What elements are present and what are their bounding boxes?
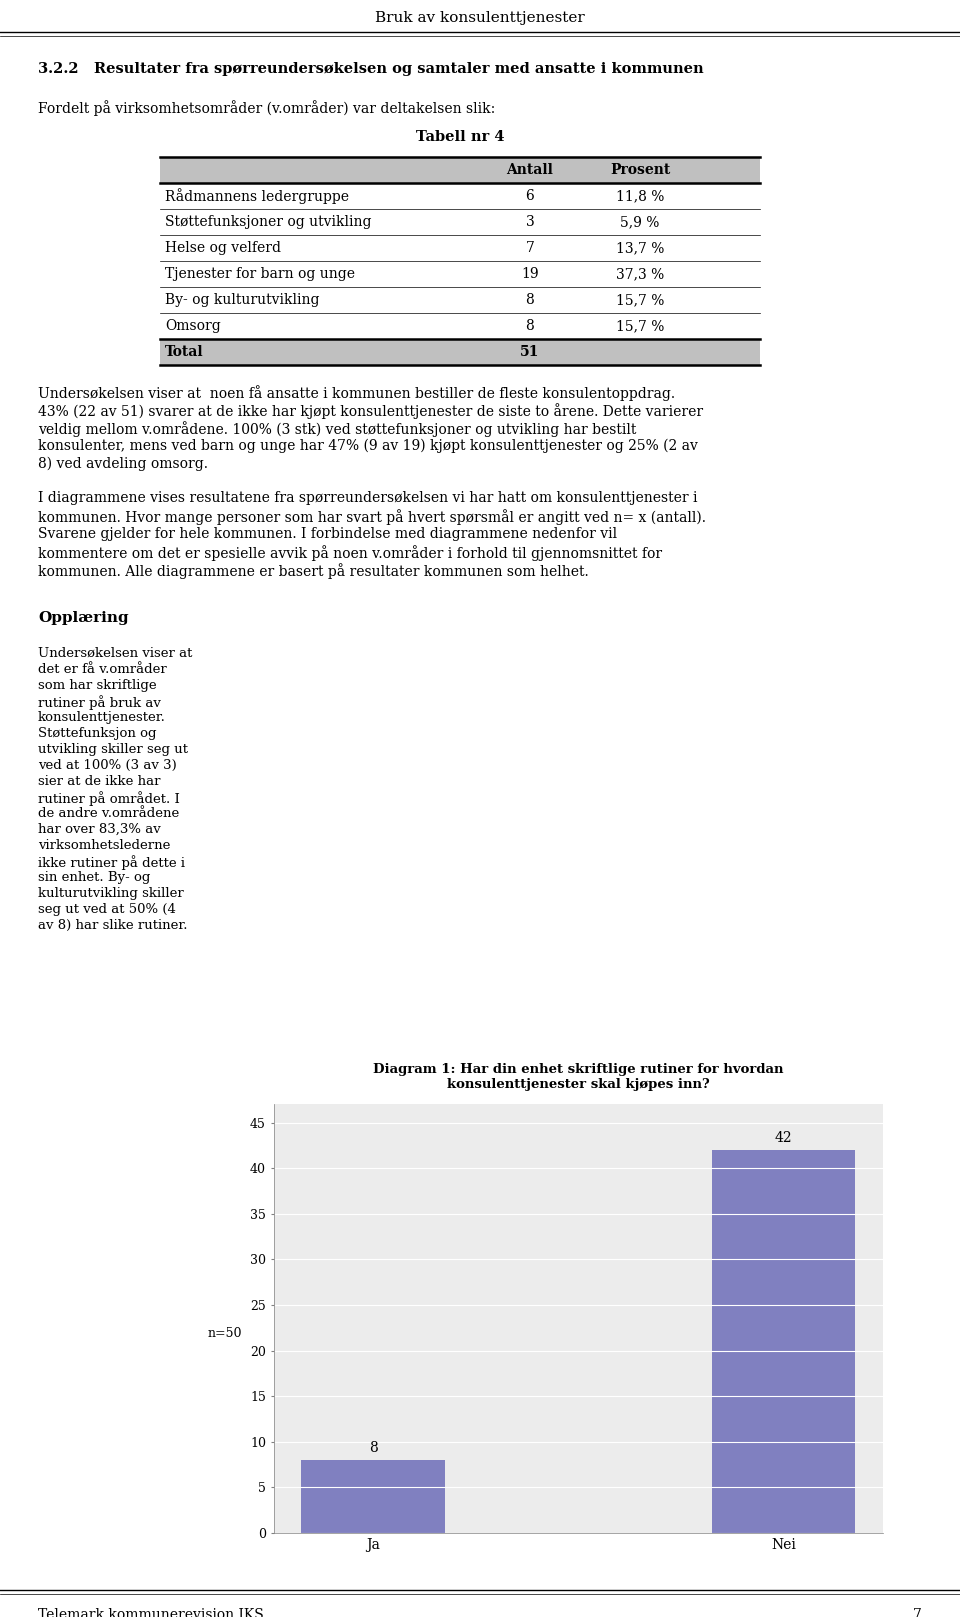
Text: veldig mellom v.områdene. 100% (3 stk) ved støttefunksjoner og utvikling har bes: veldig mellom v.områdene. 100% (3 stk) v… [38, 420, 636, 437]
Text: 8: 8 [526, 293, 535, 307]
Text: 42: 42 [775, 1132, 792, 1145]
Text: som har skriftlige: som har skriftlige [38, 679, 156, 692]
Text: Rådmannens ledergruppe: Rådmannens ledergruppe [165, 188, 349, 204]
Text: Diagram 1: Har din enhet skriftlige rutiner for hvordan
konsulenttjenester skal : Diagram 1: Har din enhet skriftlige ruti… [373, 1064, 783, 1091]
Text: 15,7 %: 15,7 % [615, 293, 664, 307]
Text: 13,7 %: 13,7 % [615, 241, 664, 255]
Text: sin enhet. By- og: sin enhet. By- og [38, 872, 151, 884]
Text: 8) ved avdeling omsorg.: 8) ved avdeling omsorg. [38, 458, 208, 472]
Text: 8: 8 [526, 319, 535, 333]
Text: Undersøkelsen viser at  noen få ansatte i kommunen bestiller de fleste konsulent: Undersøkelsen viser at noen få ansatte i… [38, 385, 675, 401]
Text: 6: 6 [526, 189, 535, 204]
Text: seg ut ved at 50% (4: seg ut ved at 50% (4 [38, 902, 176, 915]
Text: utvikling skiller seg ut: utvikling skiller seg ut [38, 742, 188, 757]
Text: 3: 3 [526, 215, 535, 230]
Bar [711, 1150, 855, 1533]
Text: ikke rutiner på dette i: ikke rutiner på dette i [38, 855, 185, 870]
Text: 5,9 %: 5,9 % [620, 215, 660, 230]
Text: sier at de ikke har: sier at de ikke har [38, 775, 160, 787]
Text: kommentere om det er spesielle avvik på noen v.områder i forhold til gjennomsnit: kommentere om det er spesielle avvik på … [38, 545, 662, 561]
Text: Telemark kommunerevisjon IKS: Telemark kommunerevisjon IKS [38, 1607, 264, 1617]
Bar [301, 1460, 445, 1533]
Text: 51: 51 [520, 344, 540, 359]
Text: Opplæring: Opplæring [38, 611, 129, 626]
Text: konsulenttjenester.: konsulenttjenester. [38, 711, 166, 724]
Text: virksomhetslederne: virksomhetslederne [38, 839, 170, 852]
FancyBboxPatch shape [160, 340, 760, 365]
Text: konsulenter, mens ved barn og unge har 47% (9 av 19) kjøpt konsulenttjenester og: konsulenter, mens ved barn og unge har 4… [38, 438, 698, 453]
FancyBboxPatch shape [160, 157, 760, 183]
Text: 8: 8 [369, 1441, 377, 1455]
Text: Tabell nr 4: Tabell nr 4 [416, 129, 504, 144]
Text: 19: 19 [521, 267, 539, 281]
Text: de andre v.områdene: de andre v.områdene [38, 807, 180, 820]
Text: ved at 100% (3 av 3): ved at 100% (3 av 3) [38, 758, 177, 771]
Text: 11,8 %: 11,8 % [615, 189, 664, 204]
Text: By- og kulturutvikling: By- og kulturutvikling [165, 293, 320, 307]
Text: kommunen. Alle diagrammene er basert på resultater kommunen som helhet.: kommunen. Alle diagrammene er basert på … [38, 563, 588, 579]
Text: det er få v.områder: det er få v.områder [38, 663, 167, 676]
Text: Bruk av konsulenttjenester: Bruk av konsulenttjenester [375, 11, 585, 24]
Y-axis label: n=50: n=50 [207, 1328, 242, 1340]
Text: I diagrammene vises resultatene fra spørreundersøkelsen vi har hatt om konsulent: I diagrammene vises resultatene fra spør… [38, 492, 698, 505]
Text: rutiner på området. I: rutiner på området. I [38, 791, 180, 805]
Text: Omsorg: Omsorg [165, 319, 221, 333]
Text: av 8) har slike rutiner.: av 8) har slike rutiner. [38, 918, 187, 931]
Text: Undersøkelsen viser at: Undersøkelsen viser at [38, 647, 192, 660]
Text: 3.2.2   Resultater fra spørreundersøkelsen og samtaler med ansatte i kommunen: 3.2.2 Resultater fra spørreundersøkelsen… [38, 61, 704, 76]
Text: Prosent: Prosent [610, 163, 670, 176]
Text: har over 83,3% av: har over 83,3% av [38, 823, 160, 836]
Text: Støttefunksjoner og utvikling: Støttefunksjoner og utvikling [165, 215, 372, 230]
Text: 7: 7 [913, 1607, 922, 1617]
Text: 43% (22 av 51) svarer at de ikke har kjøpt konsulenttjenester de siste to årene.: 43% (22 av 51) svarer at de ikke har kjø… [38, 403, 703, 419]
Text: 37,3 %: 37,3 % [616, 267, 664, 281]
Text: rutiner på bruk av: rutiner på bruk av [38, 695, 161, 710]
Text: Støttefunksjon og: Støttefunksjon og [38, 728, 156, 741]
Text: Helse og velferd: Helse og velferd [165, 241, 281, 255]
Text: Fordelt på virksomhetsområder (v.områder) var deltakelsen slik:: Fordelt på virksomhetsområder (v.områder… [38, 100, 495, 116]
Text: kulturutvikling skiller: kulturutvikling skiller [38, 888, 183, 901]
Text: Tjenester for barn og unge: Tjenester for barn og unge [165, 267, 355, 281]
Text: Total: Total [165, 344, 204, 359]
Text: 15,7 %: 15,7 % [615, 319, 664, 333]
Text: Svarene gjelder for hele kommunen. I forbindelse med diagrammene nedenfor vil: Svarene gjelder for hele kommunen. I for… [38, 527, 617, 542]
Text: Antall: Antall [507, 163, 553, 176]
Text: 7: 7 [525, 241, 535, 255]
Text: kommunen. Hvor mange personer som har svart på hvert spørsmål er angitt ved n= x: kommunen. Hvor mange personer som har sv… [38, 509, 706, 526]
